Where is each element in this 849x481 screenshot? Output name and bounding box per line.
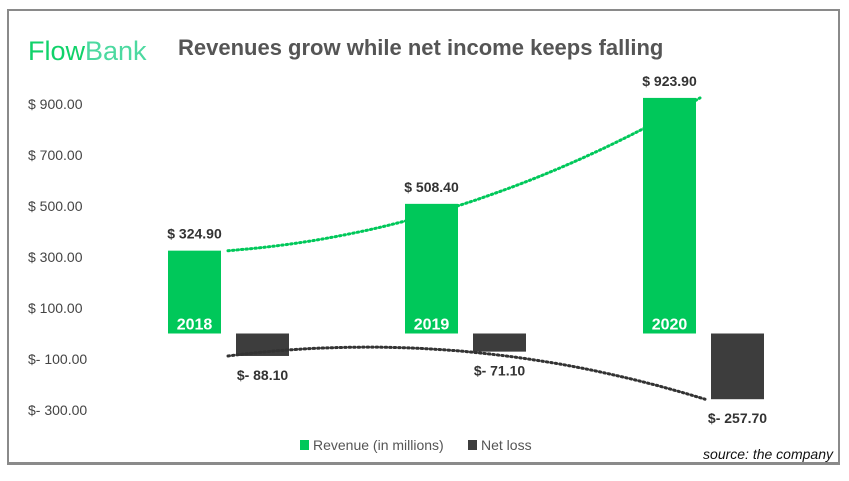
y-tick-label: $ 700.00 <box>28 147 83 163</box>
source-note: source: the company <box>703 446 833 462</box>
y-tick-label: $- 100.00 <box>28 351 87 367</box>
net-loss-bar <box>236 333 289 356</box>
y-tick-label: $ 100.00 <box>28 300 83 316</box>
logo-part-bank: Bank <box>85 36 147 66</box>
chart-title: Revenues grow while net income keeps fal… <box>178 35 664 60</box>
revenue-bar <box>405 203 458 334</box>
category-label: 2020 <box>652 317 688 334</box>
legend-label-revenue: Revenue (in millions) <box>313 437 444 453</box>
y-tick-label: $ 500.00 <box>28 198 83 214</box>
net-loss-data-label: $- 71.10 <box>474 363 526 379</box>
net-loss-trendline <box>226 345 707 401</box>
revenue-bar <box>643 97 696 334</box>
revenue-data-label: $ 923.90 <box>642 73 697 89</box>
net-loss-data-label: $- 88.10 <box>237 367 289 383</box>
category-label: 2018 <box>177 317 213 334</box>
legend-label-net-loss: Net loss <box>481 437 532 453</box>
revenue-bar <box>168 250 221 334</box>
category-label: 2019 <box>414 317 450 334</box>
net-loss-bar <box>711 333 764 400</box>
y-tick-label: $ 300.00 <box>28 249 83 265</box>
legend-swatch-revenue <box>300 440 309 450</box>
y-tick-label: $ 900.00 <box>28 96 83 112</box>
revenue-data-label: $ 324.90 <box>167 226 222 242</box>
net-loss-bar <box>473 333 526 352</box>
y-tick-label: $- 300.00 <box>28 402 87 418</box>
chart-frame <box>7 9 840 465</box>
net-loss-data-label: $- 257.70 <box>708 410 767 426</box>
revenue-trendline <box>226 96 702 253</box>
flowbank-logo: FlowBank <box>28 36 147 66</box>
legend-swatch-net-loss <box>468 440 477 450</box>
revenue-data-label: $ 508.40 <box>404 179 459 195</box>
logo-part-flow: Flow <box>28 36 86 66</box>
